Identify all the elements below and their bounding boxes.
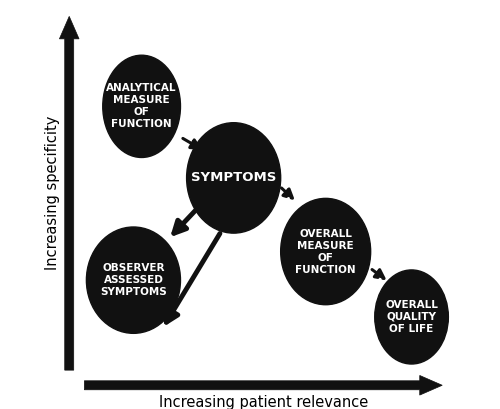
- Text: Increasing specificity: Increasing specificity: [46, 116, 60, 270]
- Ellipse shape: [280, 198, 370, 305]
- Text: Increasing patient relevance: Increasing patient relevance: [158, 396, 368, 409]
- Ellipse shape: [374, 270, 448, 364]
- Text: OVERALL
QUALITY
OF LIFE: OVERALL QUALITY OF LIFE: [385, 300, 438, 334]
- Text: SYMPTOMS: SYMPTOMS: [191, 171, 276, 184]
- Ellipse shape: [186, 123, 280, 233]
- Text: OBSERVER
ASSESSED
SYMPTOMS: OBSERVER ASSESSED SYMPTOMS: [100, 263, 167, 297]
- Ellipse shape: [103, 55, 180, 157]
- Ellipse shape: [86, 227, 180, 333]
- Polygon shape: [84, 375, 442, 395]
- Polygon shape: [60, 16, 79, 370]
- Text: ANALYTICAL
MEASURE
OF
FUNCTION: ANALYTICAL MEASURE OF FUNCTION: [106, 83, 177, 129]
- Text: OVERALL
MEASURE
OF
FUNCTION: OVERALL MEASURE OF FUNCTION: [296, 229, 356, 274]
